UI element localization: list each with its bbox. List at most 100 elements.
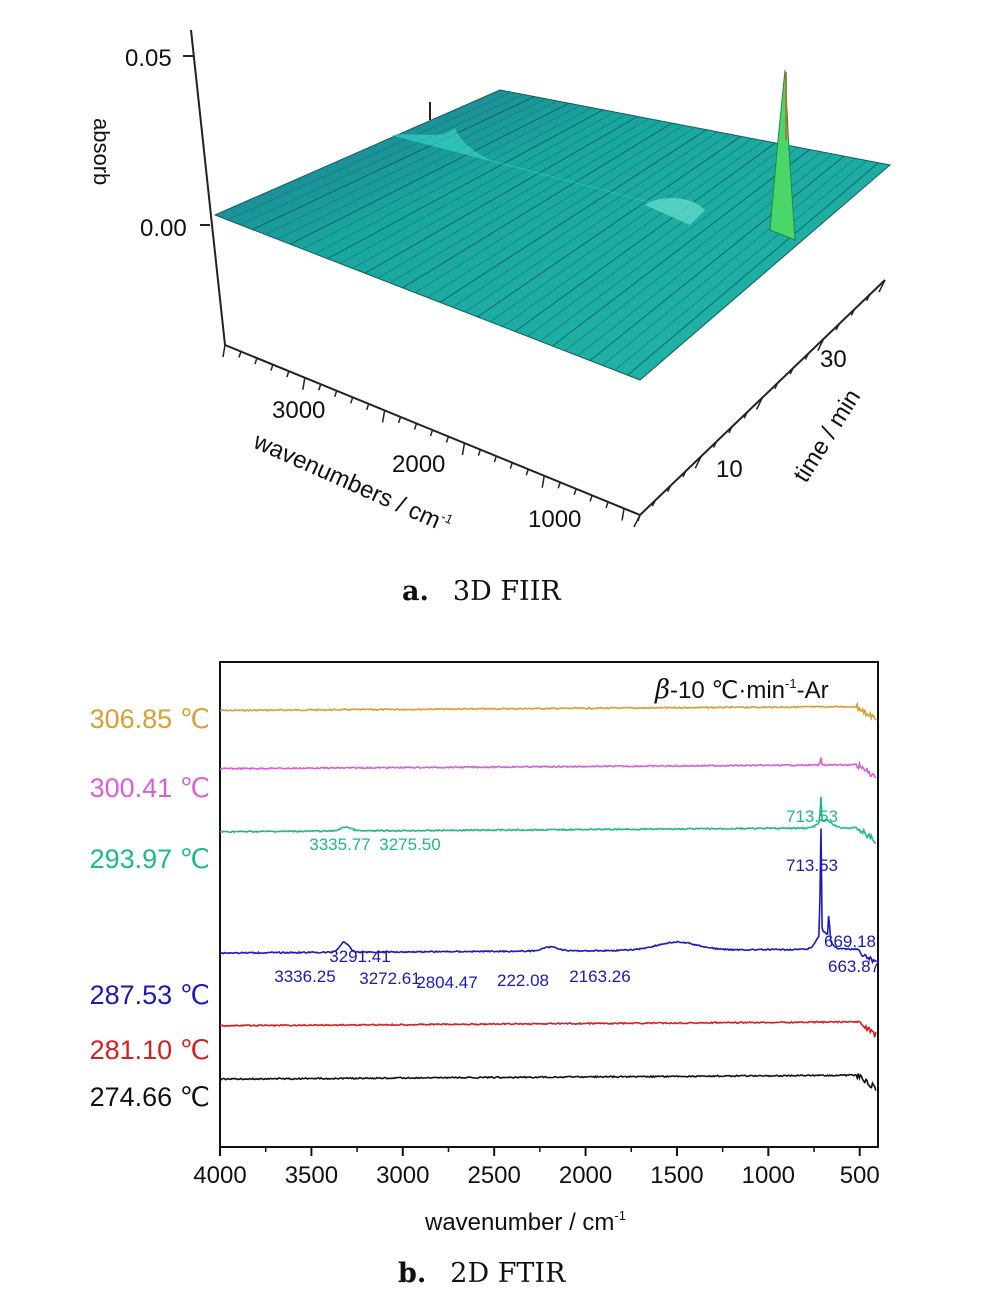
x-tick <box>270 364 274 371</box>
surface-line <box>302 104 581 250</box>
x-tick <box>493 455 498 463</box>
surface-line <box>477 135 742 318</box>
surface-line <box>527 144 788 337</box>
x-tick <box>429 429 434 437</box>
caption-a: a. 3D FIIR <box>402 576 561 607</box>
surface-line <box>602 157 856 366</box>
z-tick-label-2: 0.00 <box>140 215 187 242</box>
surface-line <box>389 120 661 284</box>
z-axis-label: absorb <box>89 118 114 185</box>
peak-label: 663.87 <box>828 957 880 976</box>
caption-b: b. 2D FTIR <box>398 1258 565 1289</box>
surface-line <box>552 149 811 347</box>
y-tick <box>835 323 840 331</box>
surface-line <box>402 122 673 289</box>
x-tick-label-b: 3500 <box>285 1162 338 1189</box>
y-tick <box>728 426 733 434</box>
y-tick <box>633 514 641 528</box>
surface-line <box>539 146 799 342</box>
series-label: 281.10 ℃ <box>90 1035 210 1065</box>
surface-line <box>239 93 524 226</box>
surface-line <box>377 118 650 279</box>
x-tick <box>445 436 450 443</box>
caption-b-text: 2D FTIR <box>450 1258 566 1289</box>
y-tick <box>666 485 672 492</box>
surface-3d <box>213 89 892 381</box>
x-tick <box>381 410 386 423</box>
x-tick <box>413 423 418 430</box>
caption-b-letter: b. <box>398 1258 427 1289</box>
x-tick <box>573 488 577 496</box>
y-tick <box>694 455 702 469</box>
series-label: 293.97 ℃ <box>90 844 210 874</box>
y-axis-label: time / min <box>788 385 866 488</box>
x-axis-label: wavenumbers / cm-1 <box>249 426 456 539</box>
x-tick <box>621 508 625 521</box>
peak-label: 3291.41 <box>329 947 390 966</box>
surface-line <box>277 100 558 240</box>
peak-label: 3272.61 <box>359 969 420 988</box>
peak-ridge-2350 <box>390 128 700 215</box>
x-axis-label-b: wavenumber / cm-1 <box>424 1208 626 1236</box>
series-label: 300.41 ℃ <box>90 773 210 803</box>
x-tick <box>541 475 545 488</box>
peak-label: 3275.50 <box>379 835 440 854</box>
caption-a-letter: a. <box>402 576 429 607</box>
y-tick <box>878 279 886 293</box>
surface-line <box>264 98 547 235</box>
peak-label: 2804.47 <box>416 973 477 992</box>
x-tick-label-3: 1000 <box>528 506 581 533</box>
y-tick <box>755 397 764 410</box>
surface-line <box>439 129 707 303</box>
y-tick <box>712 441 718 448</box>
surface-line <box>589 155 845 361</box>
surface-line <box>489 138 753 323</box>
y-tick-label-1: 10 <box>716 456 743 483</box>
x-tick <box>365 403 370 411</box>
x-tick <box>318 383 322 391</box>
surface-line <box>289 102 570 245</box>
y-tick <box>774 382 779 390</box>
surface-gridlines <box>227 91 879 376</box>
peak-label: 669.18 <box>824 932 876 951</box>
figure-a-3d-ftir: 0.05 0.00 absorb 3000 2000 1000 wavenumb… <box>89 29 892 539</box>
peak-label: 222.08 <box>497 971 549 990</box>
x-tick-label-b: 3000 <box>376 1162 429 1189</box>
surface-line <box>502 140 765 328</box>
legend-annotation: β-10 ℃·min-1-Ar <box>654 675 829 705</box>
x-tick-label-b: 2000 <box>559 1162 612 1189</box>
y-tick <box>789 367 794 375</box>
surface-line <box>227 91 512 221</box>
surface-line <box>452 131 719 308</box>
series-label: 306.85 ℃ <box>90 704 210 734</box>
x-tick-label-1: 3000 <box>272 397 325 424</box>
peak-label: 3335.77 <box>309 835 370 854</box>
x-tick <box>589 495 593 502</box>
y-tick <box>866 294 871 302</box>
x-tick <box>477 449 482 456</box>
series-label: 274.66 ℃ <box>90 1082 210 1112</box>
series-line <box>219 1073 877 1091</box>
x-tick-label-b: 1000 <box>742 1162 795 1189</box>
surface-line <box>427 127 696 298</box>
series-line <box>219 757 877 779</box>
y-tick <box>743 411 748 419</box>
x-tick-label-b: 4000 <box>193 1162 246 1189</box>
plot-frame <box>219 661 879 1148</box>
peak-label: 2163.26 <box>569 967 630 986</box>
surface-line <box>339 111 615 264</box>
x-tick <box>349 397 354 404</box>
x-tick <box>238 351 242 358</box>
x-tick <box>302 377 306 390</box>
series-line <box>219 1020 877 1038</box>
z-tick-label-1: 0.05 <box>125 45 172 72</box>
x-tick-label-b: 2500 <box>467 1162 520 1189</box>
x-tick <box>509 462 514 469</box>
x-tick <box>605 501 609 509</box>
surface-line <box>627 162 879 376</box>
x-tick <box>525 468 529 476</box>
x-tick <box>334 390 338 398</box>
caption-a-text: 3D FIIR <box>452 576 561 607</box>
z-axis <box>190 29 213 226</box>
peak-hump-2000 <box>645 198 705 225</box>
